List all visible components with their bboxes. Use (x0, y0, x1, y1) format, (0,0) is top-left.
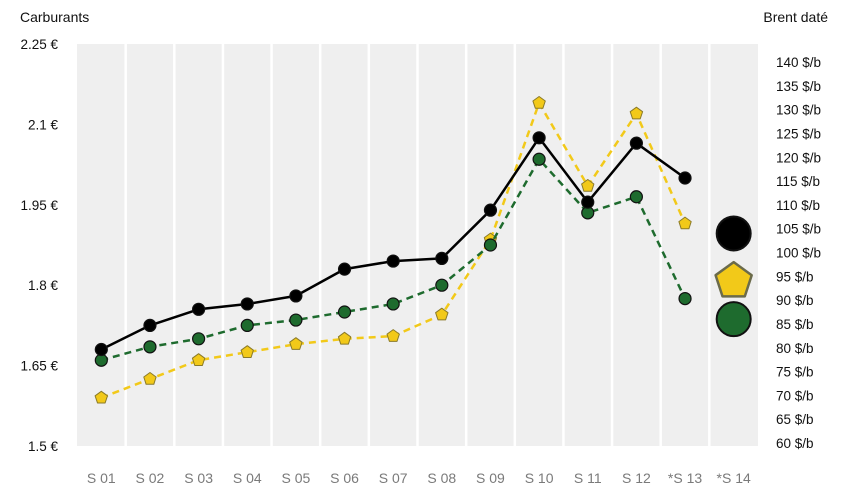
right-axis-title: Brent daté (763, 9, 828, 25)
data-point (532, 152, 546, 166)
data-point (678, 171, 692, 185)
left-tick-label: 2.25 € (20, 37, 58, 52)
right-tick-label: 125 $/b (776, 126, 821, 141)
x-tick-label: S 11 (574, 470, 602, 486)
series-1 (94, 96, 692, 404)
data-point (240, 297, 254, 311)
data-point (678, 292, 692, 306)
data-point (435, 251, 449, 265)
x-tick-label: S 09 (476, 470, 505, 486)
data-point (386, 254, 400, 268)
data-point (289, 289, 303, 303)
data-point (192, 332, 206, 346)
data-point (386, 329, 400, 342)
data-point (629, 106, 644, 120)
data-point (143, 340, 157, 354)
series-0 (94, 131, 692, 357)
right-tick-label: 80 $/b (776, 341, 814, 356)
data-point (192, 302, 206, 316)
right-tick-label: 65 $/b (776, 412, 814, 427)
right-tick-label: 120 $/b (776, 150, 821, 165)
right-tick-label: 85 $/b (776, 317, 814, 332)
right-tick-label: 75 $/b (776, 365, 814, 380)
data-point (94, 342, 108, 357)
data-point (483, 238, 498, 252)
data-point (678, 216, 692, 230)
series-layer (94, 96, 753, 404)
x-tick-label: S 12 (622, 470, 651, 486)
left-tick-label: 1.95 € (20, 198, 58, 213)
right-tick-label: 90 $/b (776, 293, 814, 308)
right-tick-label: 135 $/b (776, 79, 821, 94)
data-point (581, 179, 595, 192)
series-5 (715, 301, 752, 338)
left-tick-label: 1.5 € (28, 439, 59, 454)
data-point (337, 262, 352, 276)
right-tick-label: 95 $/b (776, 269, 814, 284)
data-point (337, 331, 352, 345)
gridlines (124, 44, 711, 446)
brent-marker (715, 301, 752, 338)
x-tick-label: *S 13 (668, 470, 702, 486)
x-tick-label: S 07 (379, 470, 408, 486)
right-axis-ticks: 60 $/b 65 $/b 70 $/b 75 $/b 80 $/b 85 $/b 90 $… (776, 55, 821, 451)
right-tick-label: 110 $/b (776, 198, 820, 213)
data-point (532, 131, 546, 145)
x-axis-ticks: S 01 S 02 S 03 S 04 S 05 S 06 S 07 S 08 S 09 S 10… (87, 470, 751, 486)
x-tick-label: *S 14 (717, 470, 751, 486)
brent-marker (715, 215, 752, 252)
right-tick-label: 70 $/b (776, 388, 814, 403)
data-point (191, 353, 206, 366)
data-point (581, 195, 595, 209)
x-tick-label: S 08 (427, 470, 456, 486)
series-4 (714, 260, 753, 298)
data-point (337, 305, 352, 319)
x-tick-label: S 04 (233, 470, 262, 486)
data-point (629, 136, 643, 150)
left-axis-title: Carburants (20, 9, 89, 25)
data-point (629, 190, 643, 204)
x-tick-label: S 06 (330, 470, 359, 486)
right-tick-label: 140 $/b (776, 55, 821, 70)
data-point (532, 96, 546, 109)
x-tick-label: S 05 (281, 470, 310, 486)
right-tick-label: 60 $/b (776, 436, 814, 451)
left-tick-label: 1.65 € (20, 359, 58, 374)
data-point (240, 345, 254, 358)
left-tick-label: 2.1 € (28, 117, 59, 132)
left-axis-ticks: 1.5 € 1.65 € 1.8 € 1.95 € 2.1 € 2.25 € (20, 37, 58, 454)
data-point (143, 318, 157, 332)
data-point (289, 313, 303, 327)
x-tick-label: S 03 (184, 470, 213, 486)
data-point (483, 203, 498, 217)
right-tick-label: 130 $/b (776, 103, 821, 118)
data-point (435, 278, 449, 292)
data-point (143, 372, 157, 385)
data-point (435, 307, 449, 321)
brent-marker (714, 260, 753, 298)
left-tick-label: 1.8 € (28, 278, 59, 293)
data-point (240, 318, 254, 332)
x-tick-label: S 01 (87, 470, 116, 486)
series-2 (94, 152, 692, 367)
x-tick-label: S 10 (525, 470, 554, 486)
right-tick-label: 115 $/b (776, 174, 820, 189)
data-point (289, 337, 303, 350)
data-point (94, 390, 108, 404)
data-point (386, 297, 400, 311)
x-tick-label: S 02 (136, 470, 165, 486)
right-tick-label: 105 $/b (776, 222, 821, 237)
series-3 (715, 215, 752, 252)
right-tick-label: 100 $/b (776, 246, 821, 261)
